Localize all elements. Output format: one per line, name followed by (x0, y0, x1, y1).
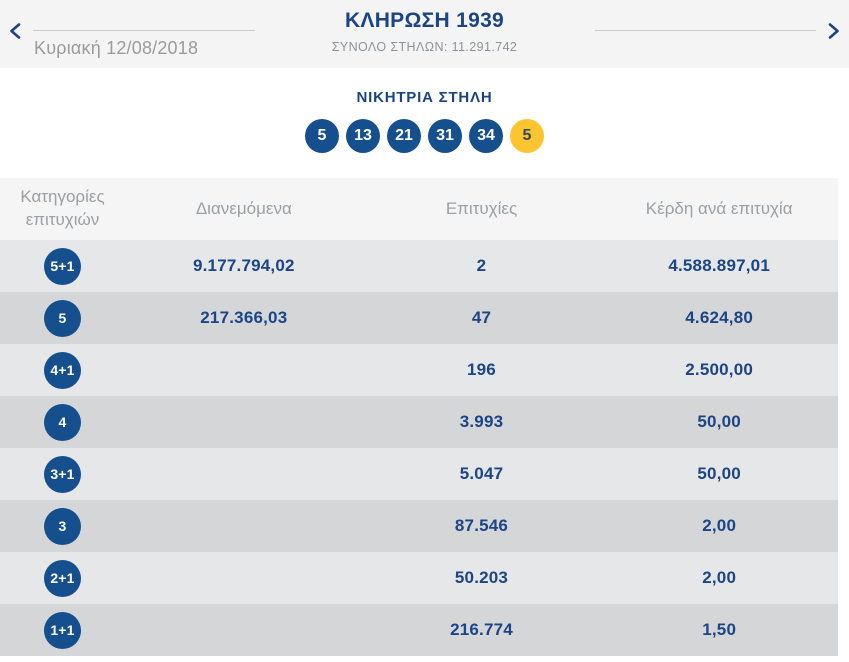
category-badge: 1+1 (44, 611, 81, 649)
header-right-area (594, 0, 826, 31)
header-left-area: Κυριακή 12/08/2018 (24, 0, 255, 59)
winners-value: 87.546 (454, 516, 509, 535)
column-header-prize: Κέρδη ανά επιτυχία (645, 198, 793, 218)
chevron-right-icon (828, 23, 840, 39)
prize-categories-table: Κατηγορίες επιτυχιών Διανεμόμενα Επιτυχί… (0, 178, 838, 656)
table-row: 5 217.366,03 47 4.624,80 (0, 292, 838, 344)
draw-header: Κυριακή 12/08/2018 ΚΛΗΡΩΣΗ 1939 ΣΥΝΟΛΟ Σ… (0, 0, 849, 68)
winning-column-title: ΝΙΚΗΤΡΙΑ ΣΤΗΛΗ (356, 89, 493, 106)
category-badge: 4+1 (44, 351, 81, 389)
table-row: 2+1 50.203 2,00 (0, 552, 838, 604)
winning-numbers: 5 13 21 31 34 5 (0, 119, 849, 153)
winners-value: 2 (476, 256, 487, 275)
table-row: 3+1 5.047 50,00 (0, 448, 838, 500)
prize-value: 4.588.897,01 (668, 256, 770, 275)
prize-value: 1,50 (702, 620, 737, 639)
category-badge: 5+1 (44, 247, 81, 285)
table-header-row: Κατηγορίες επιτυχιών Διανεμόμενα Επιτυχί… (0, 178, 838, 240)
winning-number-ball: 31 (428, 119, 462, 153)
prize-value: 2.500,00 (685, 360, 754, 379)
winning-number-ball: 21 (387, 119, 421, 153)
category-badge: 3 (44, 507, 81, 545)
header-divider-left (33, 30, 255, 31)
winning-number-ball: 13 (346, 119, 380, 153)
distributed-value: 217.366,03 (200, 308, 288, 327)
column-header-category: Κατηγορίες επιτυχιών (20, 187, 105, 229)
header-center: ΚΛΗΡΩΣΗ 1939 ΣΥΝΟΛΟ ΣΤΗΛΩΝ: 11.291.742 (255, 0, 595, 54)
table-row: 4+1 196 2.500,00 (0, 344, 838, 396)
winners-value: 5.047 (459, 464, 504, 483)
winning-number-ball: 34 (469, 119, 503, 153)
prize-value: 4.624,80 (685, 308, 754, 327)
prize-value: 50,00 (697, 464, 741, 483)
prize-value: 50,00 (697, 412, 741, 431)
winners-value: 50.203 (454, 568, 509, 587)
winners-value: 196 (467, 360, 496, 379)
bonus-number-ball: 5 (510, 119, 544, 153)
winners-value: 47 (471, 308, 492, 327)
category-badge: 3+1 (44, 455, 81, 493)
winners-value: 3.993 (459, 412, 504, 431)
column-header-winners: Επιτυχίες (445, 198, 518, 218)
draw-title: ΚΛΗΡΩΣΗ 1939 (344, 9, 505, 32)
distributed-value: 9.177.794,02 (192, 256, 295, 275)
table-body: 5+1 9.177.794,02 2 4.588.897,01 5 217.36… (0, 240, 838, 656)
previous-draw-button[interactable] (6, 22, 24, 40)
table-row: 1+1 216.774 1,50 (0, 604, 838, 656)
category-badge: 5 (44, 299, 81, 337)
prize-value: 2,00 (702, 516, 737, 535)
prize-value: 2,00 (702, 568, 737, 587)
winning-number-ball: 5 (305, 119, 339, 153)
winning-column-section: ΝΙΚΗΤΡΙΑ ΣΤΗΛΗ 5 13 21 31 34 5 (0, 68, 849, 178)
total-columns: ΣΥΝΟΛΟ ΣΤΗΛΩΝ: 11.291.742 (331, 40, 518, 54)
category-badge: 4 (44, 403, 81, 441)
chevron-left-icon (9, 23, 21, 39)
column-header-distributed: Διανεμόμενα (195, 198, 292, 218)
table-row: 4 3.993 50,00 (0, 396, 838, 448)
draw-date: Κυριακή 12/08/2018 (34, 38, 199, 58)
category-badge: 2+1 (44, 559, 81, 597)
table-row: 3 87.546 2,00 (0, 500, 838, 552)
next-draw-button[interactable] (825, 22, 843, 40)
header-divider-right (594, 30, 816, 31)
table-row: 5+1 9.177.794,02 2 4.588.897,01 (0, 240, 838, 292)
winners-value: 216.774 (450, 620, 513, 639)
